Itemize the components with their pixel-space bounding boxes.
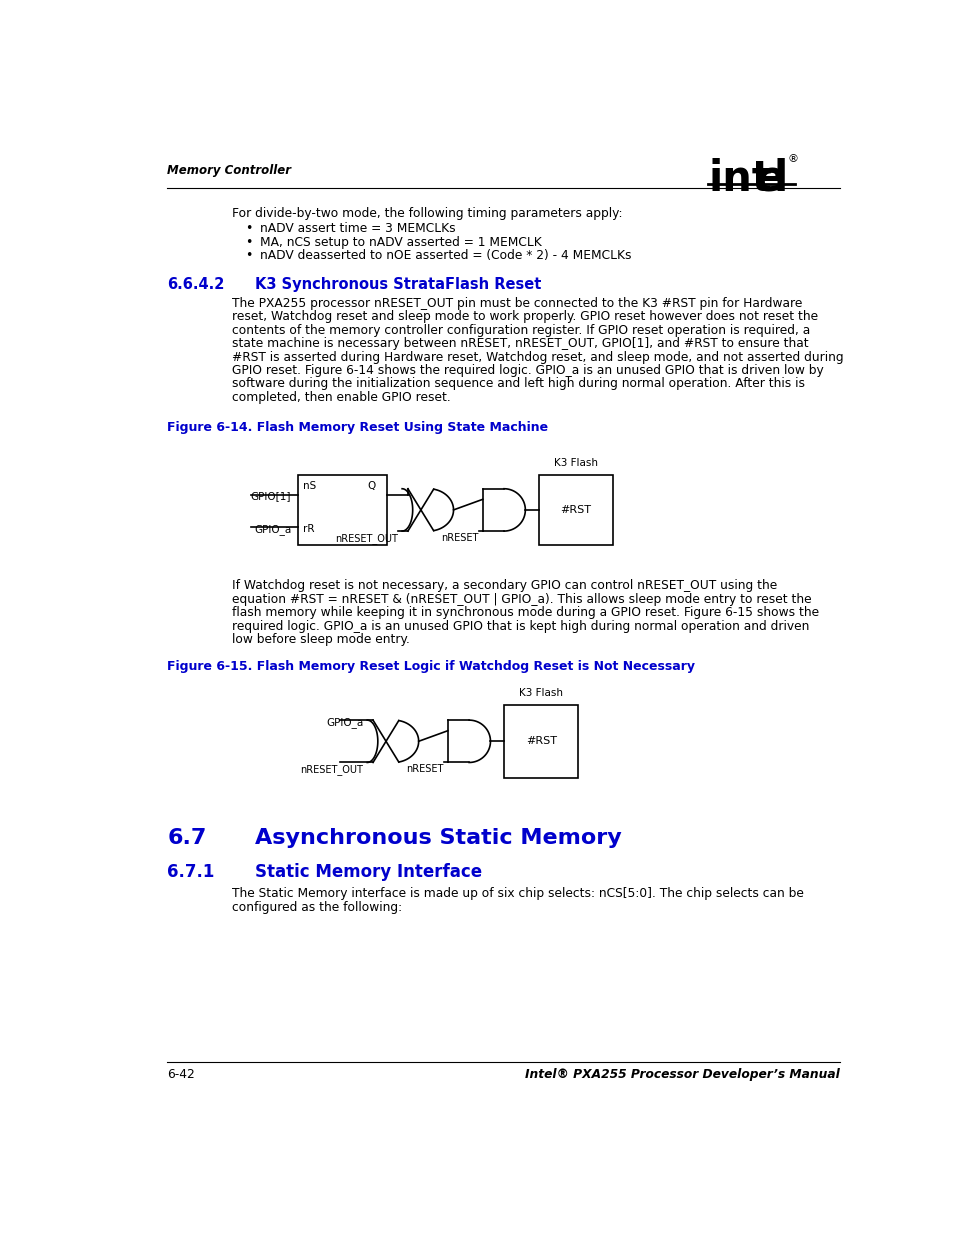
Text: Q: Q xyxy=(367,480,375,490)
Text: K3 Synchronous StrataFlash Reset: K3 Synchronous StrataFlash Reset xyxy=(254,277,540,291)
Text: The Static Memory interface is made up of six chip selects: nCS[5:0]. The chip s: The Static Memory interface is made up o… xyxy=(232,887,802,900)
Text: 6.6.4.2: 6.6.4.2 xyxy=(167,277,225,291)
Text: Memory Controller: Memory Controller xyxy=(167,163,291,177)
Text: MA, nCS setup to nADV asserted = 1 MEMCLK: MA, nCS setup to nADV asserted = 1 MEMCL… xyxy=(260,236,541,248)
Text: reset, Watchdog reset and sleep mode to work properly. GPIO reset however does n: reset, Watchdog reset and sleep mode to … xyxy=(232,310,817,324)
Text: ®: ® xyxy=(786,154,798,164)
Text: •: • xyxy=(245,236,252,248)
Text: nADV deasserted to nOE asserted = (Code * 2) - 4 MEMCLKs: nADV deasserted to nOE asserted = (Code … xyxy=(260,249,631,262)
Text: Intel® PXA255 Processor Developer’s Manual: Intel® PXA255 Processor Developer’s Manu… xyxy=(524,1068,840,1082)
Text: 6.7.1: 6.7.1 xyxy=(167,862,214,881)
Text: #RST: #RST xyxy=(525,736,557,746)
Text: nADV assert time = 3 MEMCLKs: nADV assert time = 3 MEMCLKs xyxy=(260,222,456,236)
Text: GPIO_a: GPIO_a xyxy=(253,524,291,535)
Text: Figure 6-15. Flash Memory Reset Logic if Watchdog Reset is Not Necessary: Figure 6-15. Flash Memory Reset Logic if… xyxy=(167,661,695,673)
Text: Static Memory Interface: Static Memory Interface xyxy=(254,862,481,881)
Text: GPIO[1]: GPIO[1] xyxy=(251,492,291,501)
Text: software during the initialization sequence and left high during normal operatio: software during the initialization seque… xyxy=(232,378,803,390)
Text: nRESET_OUT: nRESET_OUT xyxy=(335,532,397,543)
Text: state machine is necessary between nRESET, nRESET_OUT, GPIO[1], and #RST to ensu: state machine is necessary between nRESE… xyxy=(232,337,807,350)
Text: Asynchronous Static Memory: Asynchronous Static Memory xyxy=(254,827,621,848)
Text: nRESET: nRESET xyxy=(406,764,443,774)
Text: int: int xyxy=(707,158,771,200)
Text: configured as the following:: configured as the following: xyxy=(232,900,401,914)
Text: equation #RST = nRESET & (nRESET_OUT | GPIO_a). This allows sleep mode entry to : equation #RST = nRESET & (nRESET_OUT | G… xyxy=(232,593,810,605)
Text: rR: rR xyxy=(303,524,314,534)
Text: K3 Flash: K3 Flash xyxy=(554,458,598,468)
Text: Figure 6-14. Flash Memory Reset Using State Machine: Figure 6-14. Flash Memory Reset Using St… xyxy=(167,421,548,435)
Text: #RST is asserted during Hardware reset, Watchdog reset, and sleep mode, and not : #RST is asserted during Hardware reset, … xyxy=(232,351,842,363)
Text: l: l xyxy=(773,158,787,200)
Text: •: • xyxy=(245,249,252,262)
Text: •: • xyxy=(245,222,252,236)
Bar xyxy=(538,475,612,545)
Text: 6-42: 6-42 xyxy=(167,1068,194,1082)
Bar xyxy=(297,475,386,545)
Text: The PXA255 processor nRESET_OUT pin must be connected to the K3 #RST pin for Har: The PXA255 processor nRESET_OUT pin must… xyxy=(232,296,801,310)
Text: completed, then enable GPIO reset.: completed, then enable GPIO reset. xyxy=(232,391,450,404)
Text: e: e xyxy=(755,158,782,200)
Text: GPIO_a: GPIO_a xyxy=(326,718,363,727)
Text: K3 Flash: K3 Flash xyxy=(518,688,562,698)
Text: For divide-by-two mode, the following timing parameters apply:: For divide-by-two mode, the following ti… xyxy=(232,207,621,221)
Text: low before sleep mode entry.: low before sleep mode entry. xyxy=(232,634,409,646)
Text: nS: nS xyxy=(303,480,315,490)
Text: nRESET_OUT: nRESET_OUT xyxy=(300,764,363,774)
Text: required logic. GPIO_a is an unused GPIO that is kept high during normal operati: required logic. GPIO_a is an unused GPIO… xyxy=(232,620,808,632)
Text: contents of the memory controller configuration register. If GPIO reset operatio: contents of the memory controller config… xyxy=(232,324,809,337)
Text: nRESET: nRESET xyxy=(441,532,478,542)
Text: If Watchdog reset is not necessary, a secondary GPIO can control nRESET_OUT usin: If Watchdog reset is not necessary, a se… xyxy=(232,579,776,593)
Text: GPIO reset. Figure 6-14 shows the required logic. GPIO_a is an unused GPIO that : GPIO reset. Figure 6-14 shows the requir… xyxy=(232,364,822,377)
Text: 6.7: 6.7 xyxy=(167,827,207,848)
Bar xyxy=(504,705,578,778)
Text: flash memory while keeping it in synchronous mode during a GPIO reset. Figure 6-: flash memory while keeping it in synchro… xyxy=(232,606,818,619)
Text: #RST: #RST xyxy=(560,505,591,515)
